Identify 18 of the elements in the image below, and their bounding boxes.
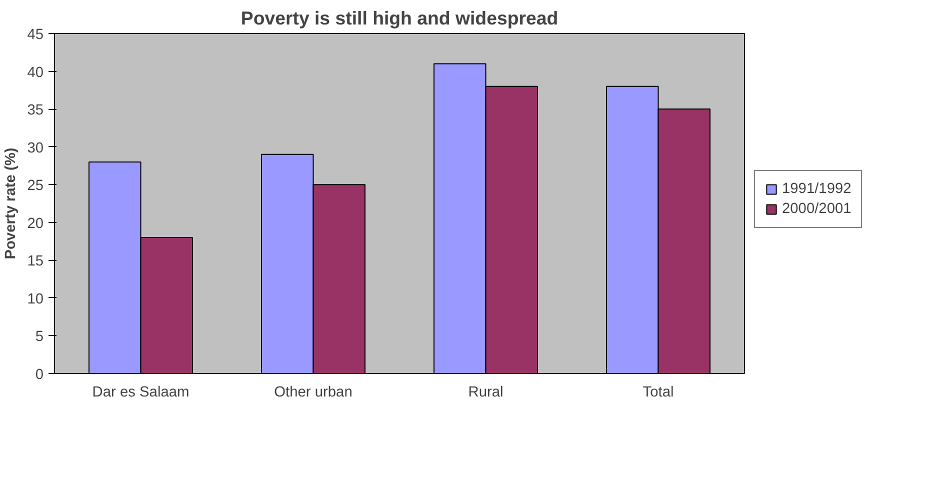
y-tick-label: 20	[27, 216, 44, 232]
x-tick-label: Rural	[468, 384, 504, 400]
y-tick-label: 15	[27, 254, 44, 270]
x-tick-label: Dar es Salaam	[92, 384, 190, 400]
y-tick-label: 5	[35, 329, 44, 346]
x-tick-label: Total	[642, 384, 674, 400]
y-tick-label: 40	[27, 64, 44, 81]
legend-label: 2000/2001	[782, 201, 852, 217]
chart-title: Poverty is still high and widespread	[240, 8, 558, 28]
y-axis-title: Poverty rate (%)	[3, 148, 20, 260]
y-tick-label: 35	[27, 102, 44, 119]
x-tick-label: Other urban	[274, 384, 352, 400]
y-tick-label: 30	[27, 140, 44, 156]
y-tick-label: 0	[35, 367, 44, 383]
y-tick-label: 25	[27, 178, 44, 194]
legend-label: 1991/1992	[782, 181, 852, 197]
y-tick-label: 10	[27, 291, 44, 308]
y-tick-label: 45	[27, 27, 44, 43]
